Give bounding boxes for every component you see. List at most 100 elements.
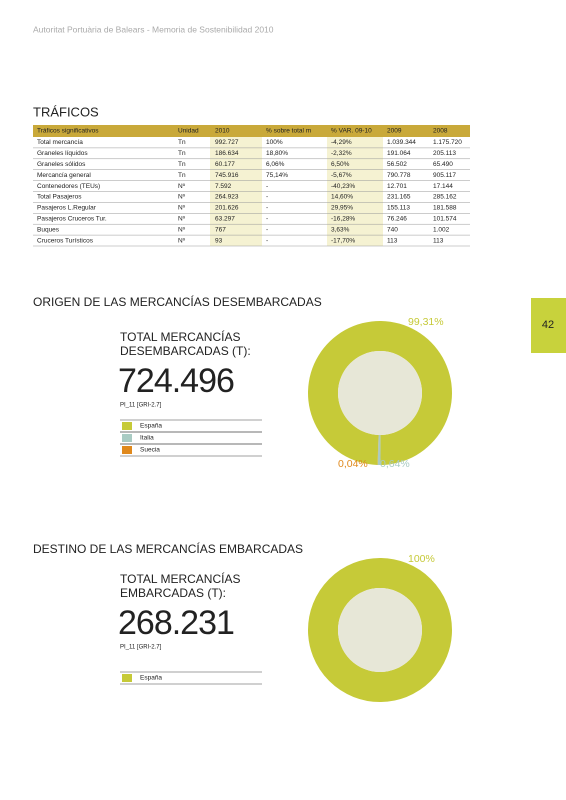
table-cell: 992.727	[215, 139, 239, 146]
donut-hole	[338, 351, 422, 435]
table-cell: 7.592	[215, 183, 232, 190]
table-cell: 113	[387, 237, 398, 244]
legend-label: España	[140, 675, 162, 682]
table-cell: 18,80%	[266, 150, 288, 157]
value-label: 0,64%	[380, 458, 410, 470]
page-number: 42	[542, 319, 554, 331]
total-label: TOTAL MERCANCÍAS	[120, 329, 240, 344]
section-title: ORIGEN DE LAS MERCANCÍAS DESEMBARCADAS	[33, 294, 322, 309]
column-header: 2009	[387, 128, 402, 135]
table-cell: Nº	[178, 183, 186, 190]
table-cell: Pasajeros Cruceros Tur.	[37, 215, 107, 222]
table-cell: 60.177	[215, 161, 235, 168]
legend-swatch	[122, 446, 132, 454]
table-cell: Tn	[178, 150, 186, 157]
page-tab	[531, 298, 566, 353]
table-cell: 745.916	[215, 172, 239, 179]
table-cell: 186.634	[215, 150, 239, 157]
table-cell: 93	[215, 237, 223, 244]
value-label: 100%	[408, 553, 435, 565]
table-cell: Cruceros Turísticos	[37, 237, 94, 244]
table-cell: 191.064	[387, 150, 411, 157]
table-cell: 100%	[266, 139, 283, 146]
legend-label: España	[140, 423, 162, 430]
table-cell: 63.297	[215, 215, 235, 222]
table-cell: 285.162	[433, 194, 457, 201]
table-cell: Nº	[178, 194, 186, 201]
legend-label: Italia	[140, 435, 154, 442]
table-cell: 14,60%	[331, 194, 353, 201]
table-cell: Tn	[178, 161, 186, 168]
table-cell: -	[266, 205, 268, 212]
table-cell: Pasajeros L.Regular	[37, 205, 97, 212]
table-cell: -	[266, 194, 268, 201]
table-cell: 1.175.720	[433, 139, 462, 146]
legend-label: Suecia	[140, 447, 160, 454]
table-cell: Contenedores (TEUs)	[37, 183, 100, 190]
table-cell: Mercancía general	[37, 172, 91, 179]
table-cell: Total mercancía	[37, 139, 83, 146]
table-cell: 56.502	[387, 161, 407, 168]
total-label: TOTAL MERCANCÍAS	[120, 571, 240, 586]
table-cell: 201.626	[215, 205, 239, 212]
table-cell: 101.574	[433, 215, 457, 222]
table-cell: Graneles sólidos	[37, 161, 86, 168]
table-cell: Tn	[178, 172, 186, 179]
table-header-row	[33, 125, 470, 137]
table-cell: 113	[433, 237, 444, 244]
pie-slice	[377, 434, 379, 465]
section-title: TRÁFICOS	[33, 104, 99, 119]
table-cell: -	[266, 226, 268, 233]
table-cell: 231.165	[387, 194, 411, 201]
legend-swatch	[122, 434, 132, 442]
pie-slice	[308, 558, 452, 702]
table-cell: Graneles líquidos	[37, 150, 88, 157]
column-header: Unidad	[178, 128, 199, 135]
table-cell: 3,63%	[331, 226, 350, 233]
table-cell: -4,29%	[331, 139, 352, 146]
column-header: Tráficos significativos	[37, 128, 99, 135]
table-cell: Tn	[178, 139, 186, 146]
table-cell: 767	[215, 226, 226, 233]
table-cell: Nº	[178, 237, 186, 244]
table-cell: -	[266, 215, 268, 222]
table-cell: 17.144	[433, 183, 453, 190]
table-cell: 6,06%	[266, 161, 285, 168]
section-title: DESTINO DE LAS MERCANCÍAS EMBARCADAS	[33, 541, 303, 556]
total-label: DESEMBARCADAS (T):	[120, 344, 251, 358]
donut-hole	[338, 588, 422, 672]
table-cell: -40,23%	[331, 183, 355, 190]
pie-slice	[377, 434, 381, 465]
table-cell: Buques	[37, 226, 60, 233]
table-cell: Nº	[178, 205, 186, 212]
total-label: EMBARCADAS (T):	[120, 586, 226, 600]
table-cell: 1.039.344	[387, 139, 416, 146]
total-value: 268.231	[118, 604, 234, 642]
table-cell: Nº	[178, 215, 186, 222]
legend-swatch	[122, 674, 132, 682]
table-cell: 1.002	[433, 226, 450, 233]
table-cell: 790.778	[387, 172, 411, 179]
table-cell: -	[266, 183, 268, 190]
table-cell: 905.117	[433, 172, 456, 179]
table-cell: 155.113	[387, 205, 410, 212]
value-label: 99,31%	[408, 316, 444, 328]
table-cell: Nº	[178, 226, 186, 233]
table-cell: 65.490	[433, 161, 453, 168]
table-cell: -16,28%	[331, 215, 355, 222]
note: PI_11 [GRI-2.7]	[120, 645, 162, 651]
table-cell: Total Pasajeros	[37, 194, 82, 201]
pie-slice	[308, 321, 453, 465]
table-cell: 264.923	[215, 194, 239, 201]
table-cell: 76.246	[387, 215, 407, 222]
table-cell: 29,95%	[331, 205, 353, 212]
column-header: 2010	[215, 128, 230, 135]
legend-swatch	[122, 422, 132, 430]
note: PI_11 [GRI-2.7]	[120, 403, 162, 409]
table-cell: -2,32%	[331, 150, 352, 157]
table-cell: -17,70%	[331, 237, 355, 244]
value-label: 0,04%	[338, 458, 368, 470]
total-value: 724.496	[118, 362, 234, 400]
table-cell: 75,14%	[266, 172, 288, 179]
